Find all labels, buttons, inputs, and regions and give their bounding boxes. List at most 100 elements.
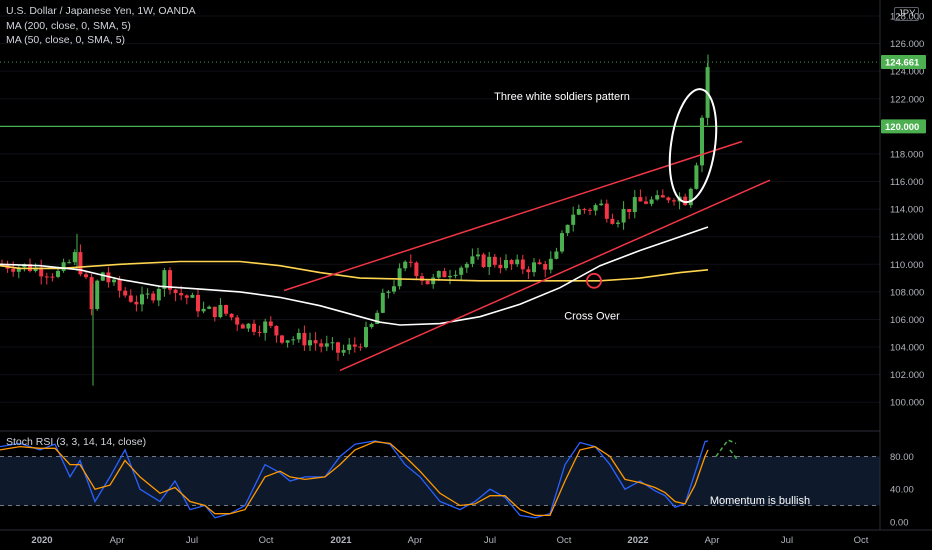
price-tick-label: 110.000: [890, 260, 924, 271]
candle-down: [588, 209, 592, 211]
candle-down: [196, 294, 200, 312]
candle-down: [520, 259, 525, 270]
time-tick-label: Apr: [408, 535, 423, 546]
candle-down: [274, 325, 279, 336]
candle-up: [33, 267, 38, 272]
candle-up: [453, 274, 458, 276]
candle-down: [257, 331, 262, 333]
candle-down: [168, 270, 172, 290]
candle-down: [408, 261, 413, 263]
candle-up: [487, 256, 492, 268]
candle-up: [375, 312, 380, 324]
candle-down: [610, 218, 615, 224]
candle-up: [397, 268, 402, 287]
candle-up: [201, 308, 206, 312]
candle-down: [235, 317, 240, 325]
legend-ma50[interactable]: MA (50, close, 0, SMA, 5): [6, 34, 126, 46]
ma-line: [0, 260, 709, 282]
price-tags: 124.661 120.000: [881, 55, 926, 134]
price-axis[interactable]: 100.000 102.000 104.000 106.000 108.000 110.0…: [890, 12, 924, 409]
candle-up: [162, 270, 167, 289]
rsi-tick-label: 40.00: [890, 485, 914, 496]
candle-up: [56, 270, 60, 277]
candle-up: [448, 275, 452, 278]
candle-up: [100, 272, 105, 281]
rsi-line-K: [0, 440, 709, 519]
candle-up: [459, 267, 464, 275]
candle-down: [336, 342, 340, 353]
candle-up: [632, 197, 637, 213]
legend-ma200[interactable]: MA (200, close, 0, SMA, 5): [6, 20, 131, 32]
candle-up: [67, 262, 72, 264]
candle-up: [392, 286, 396, 292]
price-tick-label: 122.000: [890, 94, 924, 105]
time-tick-label: 2020: [31, 535, 52, 546]
candle-down: [492, 256, 497, 265]
candle-up: [380, 292, 385, 313]
candle-up: [649, 199, 654, 204]
candle-up: [386, 291, 391, 293]
candle-up: [548, 258, 553, 270]
candle-up: [369, 323, 374, 328]
candle-up: [207, 306, 212, 309]
price-tick-label: 102.000: [890, 370, 924, 381]
rsi-grid: [0, 455, 880, 507]
candle-down: [425, 280, 430, 285]
candle-down: [358, 346, 363, 348]
time-axis[interactable]: 2020 Apr Jul Oct 2021 Apr Jul Oct 2022 Apr Jul Oct: [31, 535, 868, 546]
candle-down: [229, 313, 234, 318]
stoch-rsi-lines: [0, 439, 739, 519]
candle-up: [140, 294, 144, 305]
rsi-legend[interactable]: Stoch RSI (3, 3, 14, 14, close): [6, 436, 147, 448]
cross-over-marker: [586, 272, 602, 289]
candle-up: [324, 343, 329, 347]
candle-up: [431, 277, 436, 285]
time-tick-label: Jul: [186, 535, 198, 546]
candle-down: [543, 264, 548, 270]
rsi-band-fill: [0, 456, 880, 506]
candle-down: [39, 267, 44, 277]
candle-down: [442, 271, 447, 278]
time-tick-label: Apr: [705, 535, 720, 546]
pattern-ellipse: [668, 88, 718, 204]
candle-down: [117, 279, 122, 291]
candle-up: [263, 321, 268, 333]
candle-down: [78, 252, 83, 275]
channel-line-upper: [283, 140, 743, 292]
price-tag-label: 120.000: [885, 122, 919, 133]
price-tag-label: 124.661: [885, 58, 920, 69]
channel-line-lower: [339, 179, 771, 372]
candle-up: [621, 209, 626, 223]
candle-up: [61, 262, 66, 271]
candle-down: [498, 264, 503, 269]
candle-down: [128, 295, 133, 302]
candle-up: [554, 251, 559, 259]
time-tick-label: Oct: [557, 535, 572, 546]
candle-up: [291, 339, 296, 341]
candle-up: [145, 293, 150, 295]
candle-down: [240, 324, 245, 329]
rsi-tick-label: 0.00: [890, 517, 909, 528]
candle-down: [173, 289, 178, 294]
price-tick-label: 116.000: [890, 177, 924, 188]
candle-down: [683, 196, 688, 206]
candle-up: [218, 305, 223, 318]
candle-down: [313, 340, 318, 344]
candle-up: [112, 279, 116, 283]
candle-up: [599, 203, 604, 206]
time-tick-label: Jul: [781, 535, 793, 546]
time-tick-label: Apr: [110, 535, 125, 546]
rsi-axis[interactable]: 0.00 40.00 80.00: [890, 452, 914, 528]
candle-up: [16, 267, 21, 272]
currency-badge[interactable]: JPY: [894, 7, 920, 21]
candle-up: [364, 327, 368, 347]
candle-down: [280, 335, 284, 343]
price-tag-box: [881, 119, 926, 134]
price-tick-label: 112.000: [890, 232, 924, 243]
candle-down: [134, 301, 139, 305]
candle-up: [655, 195, 660, 200]
time-tick-label: Jul: [484, 535, 496, 546]
rsi-annotation: Momentum is bullish: [710, 495, 810, 507]
candle-up: [190, 294, 195, 298]
